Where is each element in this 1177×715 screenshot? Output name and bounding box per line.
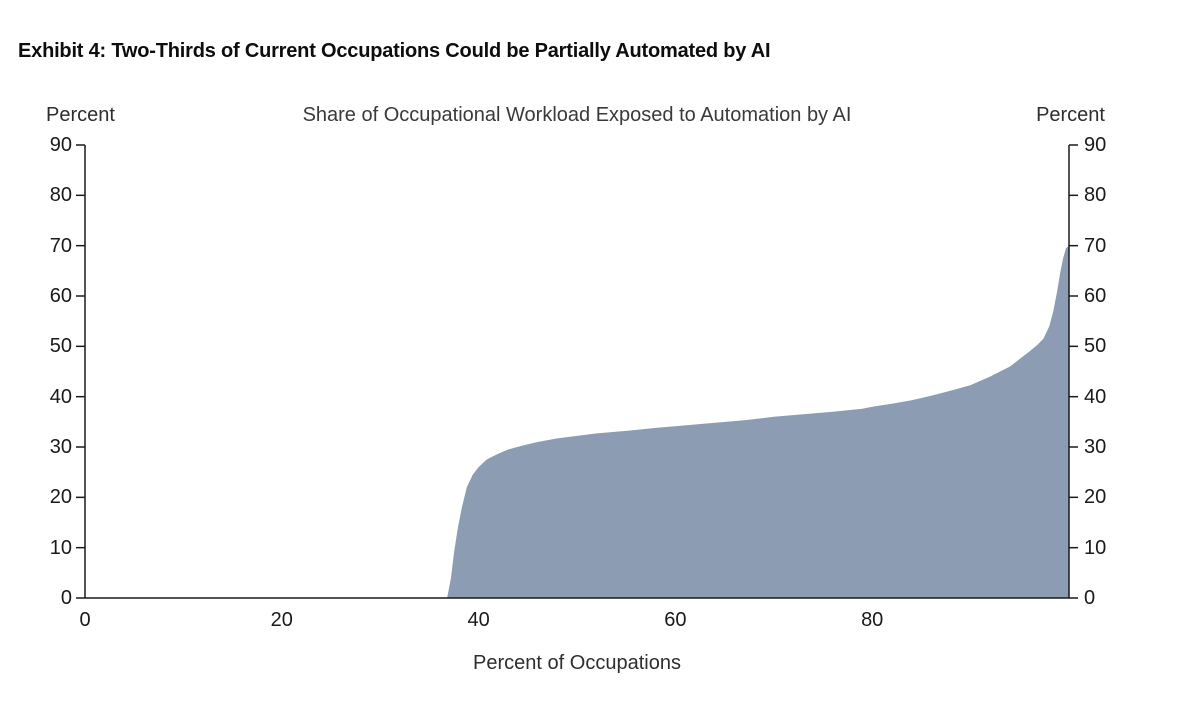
y-axis-tick-label-right: 80 xyxy=(1084,184,1107,207)
y-axis-tick-label-left: 70 xyxy=(49,234,72,257)
x-axis-tick-label: 0 xyxy=(79,609,91,631)
x-axis-tick-label: 20 xyxy=(270,609,293,631)
y-axis-tick-label-left: 50 xyxy=(49,335,72,358)
y-axis-tick-label-right: 70 xyxy=(1084,234,1107,257)
x-axis-tick-label: 40 xyxy=(467,609,490,631)
x-axis-tick-label: 80 xyxy=(861,609,884,631)
y-axis-tick-label-left: 20 xyxy=(49,486,72,509)
y-axis-unit-label-left: Percent xyxy=(46,104,115,126)
y-axis-tick-label-right: 0 xyxy=(1084,587,1096,609)
y-axis-tick-label-left: 80 xyxy=(49,184,72,207)
y-axis-tick-label-left: 30 xyxy=(49,436,72,458)
y-axis-tick-label-right: 40 xyxy=(1084,385,1107,408)
y-axis-tick-label-right: 10 xyxy=(1084,536,1107,559)
y-axis-tick-label-right: 30 xyxy=(1084,436,1107,458)
y-axis-tick-label-left: 0 xyxy=(60,587,72,609)
y-axis-tick-label-right: 50 xyxy=(1084,335,1107,358)
y-axis-tick-label-left: 40 xyxy=(49,385,72,408)
y-axis-unit-label-right: Percent xyxy=(1036,104,1105,126)
x-axis-title: Percent of Occupations xyxy=(473,652,681,674)
y-axis-tick-label-right: 20 xyxy=(1084,486,1107,509)
area-series xyxy=(85,245,1069,598)
y-axis-tick-label-left: 60 xyxy=(49,285,72,307)
chart-title: Share of Occupational Workload Exposed t… xyxy=(302,104,852,126)
y-axis-tick-label-left: 10 xyxy=(49,536,72,559)
y-axis-tick-label-right: 60 xyxy=(1084,285,1107,307)
y-axis-tick-label-left: 90 xyxy=(49,134,72,156)
x-axis-tick-label: 60 xyxy=(664,609,687,631)
exhibit-title: Exhibit 4: Two-Thirds of Current Occupat… xyxy=(18,40,771,62)
y-axis-tick-label-right: 90 xyxy=(1084,134,1107,156)
